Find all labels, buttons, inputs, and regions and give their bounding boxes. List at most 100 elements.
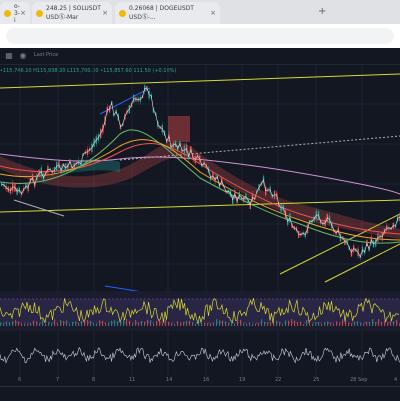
- close-icon[interactable]: ×: [102, 9, 108, 17]
- histogram-bar: [246, 323, 248, 326]
- histogram-bar: [30, 322, 32, 326]
- histogram-bar: [75, 321, 77, 326]
- browser-tab[interactable]: o-3-i ×: [0, 2, 30, 24]
- histogram-bar: [198, 319, 200, 326]
- histogram-bar: [207, 322, 209, 326]
- histogram-bar: [27, 323, 29, 326]
- close-icon[interactable]: ×: [20, 9, 26, 17]
- histogram-bar: [297, 322, 299, 326]
- tab-label: o-3-i: [14, 2, 20, 24]
- histogram-bar: [72, 321, 74, 326]
- binance-icon: [4, 9, 11, 17]
- histogram-bar: [120, 321, 122, 326]
- histogram-bar: [66, 320, 68, 326]
- histogram-bar: [57, 323, 59, 326]
- histogram-bar: [216, 319, 218, 326]
- histogram-bar: [24, 323, 26, 326]
- histogram-bar: [267, 322, 269, 326]
- histogram-bar: [180, 322, 182, 326]
- histogram-bar: [150, 320, 152, 326]
- histogram-bar: [276, 320, 278, 326]
- histogram-bar: [384, 320, 386, 326]
- histogram-bar: [285, 320, 287, 326]
- histogram-bar: [330, 322, 332, 326]
- binance-icon: [36, 9, 43, 17]
- histogram-bar: [318, 322, 320, 326]
- eye-icon[interactable]: ◉: [19, 51, 27, 60]
- histogram-bar: [261, 319, 263, 326]
- histogram-bar: [339, 322, 341, 326]
- histogram-bar: [87, 319, 89, 326]
- histogram-bar: [327, 321, 329, 326]
- histogram-bar: [360, 322, 362, 326]
- address-field[interactable]: [6, 28, 394, 44]
- histogram-bar: [225, 321, 227, 326]
- price-chart[interactable]: [0, 64, 400, 377]
- histogram-bar: [144, 321, 146, 326]
- histogram-bar: [201, 323, 203, 326]
- histogram-bar: [378, 319, 380, 326]
- new-tab-button[interactable]: +: [318, 6, 327, 17]
- ohlc-readout: •115,746.10 H115,938.20 L115,700.30 •115…: [0, 68, 177, 74]
- histogram-bar: [177, 321, 179, 326]
- histogram-bar: [309, 319, 311, 326]
- histogram-bar: [42, 319, 44, 326]
- histogram-bar: [63, 320, 65, 326]
- histogram-bar: [12, 321, 14, 326]
- histogram-bar: [102, 320, 104, 326]
- histogram-bar: [273, 322, 275, 326]
- x-axis-label: 7: [56, 377, 60, 383]
- histogram-bar: [6, 321, 8, 326]
- rsi-histogram: [0, 319, 400, 326]
- x-axis-label: 16: [203, 377, 210, 383]
- histogram-bar: [39, 323, 41, 326]
- histogram-bar: [240, 319, 242, 326]
- histogram-bar: [111, 320, 113, 326]
- histogram-bar: [303, 323, 305, 326]
- histogram-bar: [369, 322, 371, 326]
- histogram-bar: [243, 323, 245, 326]
- close-icon[interactable]: ×: [210, 9, 216, 17]
- histogram-bar: [279, 321, 281, 326]
- histogram-bar: [114, 320, 116, 326]
- histogram-bar: [135, 319, 137, 326]
- histogram-bar: [354, 321, 356, 326]
- histogram-bar: [138, 322, 140, 326]
- histogram-bar: [171, 323, 173, 326]
- histogram-bar: [168, 322, 170, 326]
- histogram-bar: [213, 322, 215, 326]
- histogram-bar: [147, 319, 149, 326]
- histogram-bar: [351, 323, 353, 326]
- histogram-bar: [165, 319, 167, 326]
- histogram-bar: [381, 322, 383, 326]
- histogram-bar: [84, 319, 86, 326]
- histogram-bar: [228, 323, 230, 326]
- histogram-bar: [117, 321, 119, 326]
- histogram-bar: [3, 322, 5, 326]
- last-price-label[interactable]: Last Price: [34, 52, 59, 58]
- histogram-bar: [195, 323, 197, 326]
- histogram-bar: [93, 323, 95, 326]
- x-axis-label: 28: [350, 377, 357, 383]
- browser-tab-empty[interactable]: [222, 2, 312, 24]
- histogram-bar: [255, 323, 257, 326]
- histogram-bar: [396, 319, 398, 326]
- histogram-bar: [108, 322, 110, 326]
- histogram-bar: [99, 320, 101, 326]
- histogram-bar: [81, 320, 83, 326]
- tab-label: 0.26068 | DOGEUSDT USDⓈ-...: [129, 5, 194, 21]
- grid-icon[interactable]: ▦: [5, 51, 13, 60]
- histogram-bar: [264, 321, 266, 326]
- histogram-bar: [270, 322, 272, 326]
- browser-tab[interactable]: 0.26068 | DOGEUSDT USDⓈ-... ×: [115, 2, 220, 24]
- histogram-bar: [51, 323, 53, 326]
- histogram-bar: [258, 322, 260, 326]
- histogram-bar: [210, 323, 212, 326]
- histogram-bar: [387, 322, 389, 326]
- histogram-bar: [153, 323, 155, 326]
- browser-tab[interactable]: 248.25 | SOLUSDT USDⓈ-Mar ×: [32, 2, 112, 24]
- histogram-bar: [141, 320, 143, 326]
- histogram-bar: [15, 320, 17, 326]
- histogram-bar: [123, 319, 125, 326]
- histogram-bar: [78, 322, 80, 326]
